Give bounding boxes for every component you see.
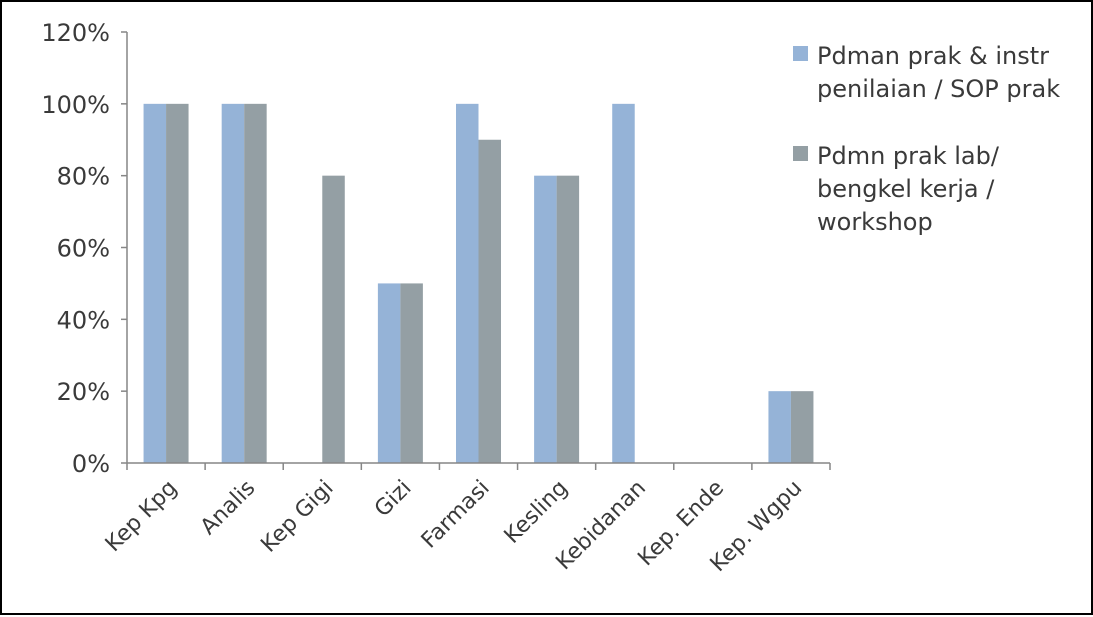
bar-s1-8 xyxy=(768,391,791,463)
bar-s1-5 xyxy=(534,175,557,463)
bar-s2-4 xyxy=(478,139,501,463)
x-category-label: Kesling xyxy=(500,476,573,549)
legend: Pdman prak & instr penilaian / SOP prak Pd… xyxy=(793,42,1060,236)
x-category-label: Kep Gigi xyxy=(256,476,338,558)
y-tick-label: 120% xyxy=(41,19,110,47)
legend-label-2: bengkel kerja / xyxy=(817,175,995,203)
x-category-label: Kep Kpg xyxy=(101,476,182,557)
x-category-label: Farmasi xyxy=(417,476,495,554)
y-axis-ticks: 0% 20% 40% 60% 80% 100% 120% xyxy=(41,19,127,478)
bar-s1-6 xyxy=(612,103,635,463)
legend-label-2: workshop xyxy=(817,208,933,236)
legend-label-2: Pdmn prak lab/ xyxy=(817,142,1000,170)
legend-swatch-2 xyxy=(793,146,808,161)
bar-s2-0 xyxy=(166,103,189,463)
y-tick-label: 60% xyxy=(57,235,110,263)
y-tick-label: 40% xyxy=(57,306,110,334)
legend-label-1: Pdman prak & instr xyxy=(817,42,1049,70)
y-tick-label: 0% xyxy=(72,450,110,478)
bar-s2-2 xyxy=(322,175,345,463)
x-category-label: Analis xyxy=(196,476,260,540)
bars-group xyxy=(143,103,814,463)
bar-s1-4 xyxy=(456,103,479,463)
y-tick-label: 80% xyxy=(57,163,110,191)
x-category-label: Gizi xyxy=(370,476,417,523)
bar-s1-1 xyxy=(221,103,245,463)
y-tick-label: 20% xyxy=(57,378,110,406)
y-tick-label: 100% xyxy=(41,91,110,119)
bar-s2-5 xyxy=(556,175,580,463)
bar-s2-1 xyxy=(244,103,267,463)
bar-s1-0 xyxy=(143,103,167,463)
legend-swatch-1 xyxy=(793,46,808,61)
bar-s1-3 xyxy=(377,283,401,463)
bar-s2-3 xyxy=(400,283,423,463)
bar-s2-8 xyxy=(790,391,814,463)
legend-label-1: penilaian / SOP prak xyxy=(817,75,1060,103)
